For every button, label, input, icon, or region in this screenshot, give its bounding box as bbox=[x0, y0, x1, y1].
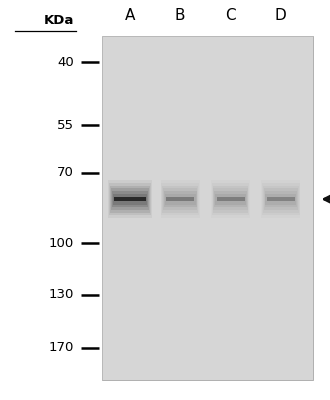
Text: 130: 130 bbox=[49, 288, 74, 302]
Bar bbox=[164, 191, 196, 207]
Text: B: B bbox=[175, 8, 185, 24]
Bar bbox=[112, 191, 148, 207]
Bar bbox=[264, 188, 298, 210]
Bar bbox=[214, 191, 247, 207]
Bar bbox=[110, 186, 150, 212]
Bar bbox=[111, 188, 149, 210]
Bar bbox=[265, 194, 296, 205]
Text: 55: 55 bbox=[57, 119, 74, 132]
Text: D: D bbox=[275, 8, 287, 24]
Bar bbox=[262, 183, 300, 215]
Bar bbox=[161, 180, 200, 218]
Text: 100: 100 bbox=[49, 237, 74, 250]
Text: KDa: KDa bbox=[44, 14, 74, 26]
Bar bbox=[114, 197, 146, 201]
Bar bbox=[212, 183, 249, 215]
Bar bbox=[102, 36, 313, 380]
Bar bbox=[108, 180, 152, 218]
Bar bbox=[113, 194, 147, 205]
Text: 70: 70 bbox=[57, 166, 74, 179]
Bar bbox=[265, 191, 297, 207]
Bar bbox=[211, 180, 250, 218]
Bar bbox=[102, 36, 313, 380]
Bar bbox=[261, 180, 300, 218]
Bar bbox=[166, 197, 194, 201]
Bar bbox=[263, 186, 299, 212]
Bar bbox=[163, 188, 197, 210]
Bar bbox=[216, 197, 245, 201]
Bar bbox=[215, 194, 246, 205]
Bar bbox=[214, 188, 248, 210]
Text: 40: 40 bbox=[57, 56, 74, 69]
Text: C: C bbox=[225, 8, 236, 24]
Bar bbox=[161, 183, 199, 215]
Text: A: A bbox=[125, 8, 135, 24]
Bar bbox=[213, 186, 248, 212]
Bar bbox=[165, 194, 196, 205]
Text: 170: 170 bbox=[49, 342, 74, 354]
Bar bbox=[162, 186, 198, 212]
Bar bbox=[267, 197, 295, 201]
Bar bbox=[109, 183, 151, 215]
